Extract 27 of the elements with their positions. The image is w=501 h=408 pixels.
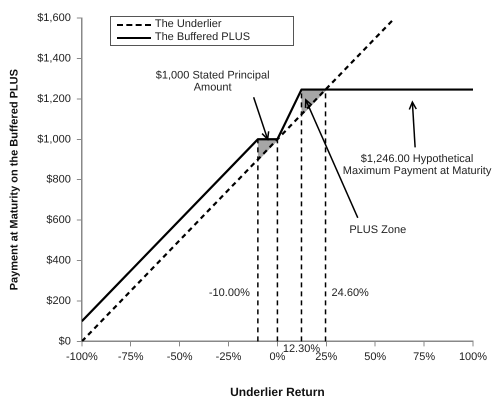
annotation: $1,246.00 Hypothetical Maximum Payment at Maturity — [342, 153, 492, 178]
y-tick-label: $600 — [46, 214, 71, 226]
ref-line-label: -10.00% — [208, 286, 250, 299]
x-axis-title: Underlier Return — [230, 385, 325, 400]
x-tick-label: 50% — [364, 351, 386, 364]
x-tick-label: 0% — [269, 351, 286, 364]
legend-label: The Buffered PLUS — [154, 31, 250, 44]
x-tick-label: 100% — [458, 351, 488, 364]
y-axis-title: Payment at Maturity on the Buffered PLUS — [8, 69, 21, 290]
x-tick-label: -75% — [118, 351, 144, 364]
y-tick-label: $1,000 — [37, 133, 71, 146]
x-tick-label: -25% — [216, 351, 242, 364]
legend-label: The Underlier — [154, 18, 222, 31]
y-tick-label: $1,200 — [37, 92, 71, 105]
x-tick-label: 75% — [413, 351, 436, 364]
y-tick-label: $1,600 — [37, 12, 71, 24]
annotation: PLUS Zone — [349, 224, 406, 236]
x-tick-label: -100% — [66, 351, 98, 364]
y-tick-label: $200 — [46, 295, 71, 308]
ref-line-label: 24.60% — [332, 286, 370, 299]
y-tick-label: $800 — [46, 174, 71, 186]
x-tick-label: -50% — [166, 351, 193, 364]
y-tick-label: $400 — [46, 254, 71, 267]
y-tick-label: $0 — [58, 335, 71, 348]
annotation: $1,000 Stated Principal Amount — [156, 69, 270, 94]
y-tick-label: $1,400 — [37, 52, 71, 64]
x-tick-label: 25% — [315, 351, 338, 364]
